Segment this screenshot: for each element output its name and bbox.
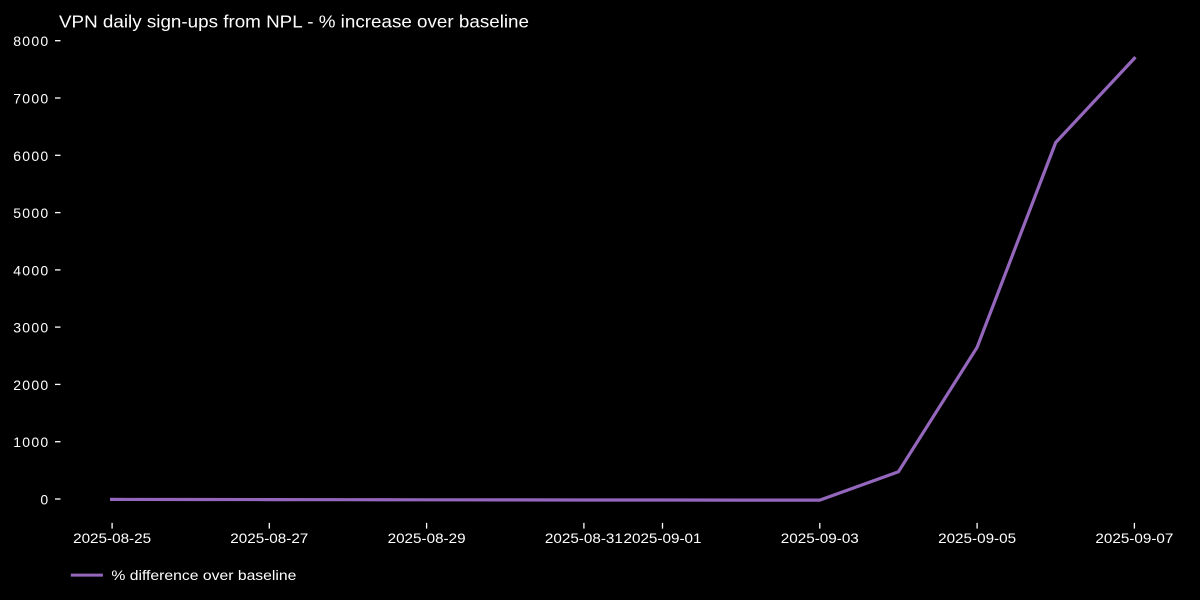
svg-text:3000: 3000: [13, 320, 48, 336]
svg-text:2025-08-29: 2025-08-29: [388, 530, 466, 546]
svg-text:2025-09-01: 2025-09-01: [624, 530, 702, 546]
svg-text:0: 0: [40, 492, 48, 508]
svg-text:5000: 5000: [13, 205, 48, 221]
svg-text:% difference over baseline: % difference over baseline: [111, 567, 296, 583]
svg-text:4000: 4000: [13, 262, 48, 278]
svg-text:7000: 7000: [13, 91, 48, 107]
svg-text:2025-09-07: 2025-09-07: [1095, 530, 1173, 546]
svg-text:6000: 6000: [13, 148, 48, 164]
svg-text:2025-09-05: 2025-09-05: [938, 530, 1016, 546]
svg-text:VPN daily sign-ups from NPL -: VPN daily sign-ups from NPL - % increase…: [59, 12, 529, 32]
svg-text:2025-09-03: 2025-09-03: [781, 530, 859, 546]
svg-text:8000: 8000: [13, 33, 48, 49]
svg-text:2025-08-27: 2025-08-27: [230, 530, 308, 546]
svg-text:2025-08-31: 2025-08-31: [545, 530, 623, 546]
svg-text:2025-08-25: 2025-08-25: [73, 530, 151, 546]
svg-text:1000: 1000: [13, 434, 48, 450]
svg-text:2000: 2000: [13, 377, 48, 393]
